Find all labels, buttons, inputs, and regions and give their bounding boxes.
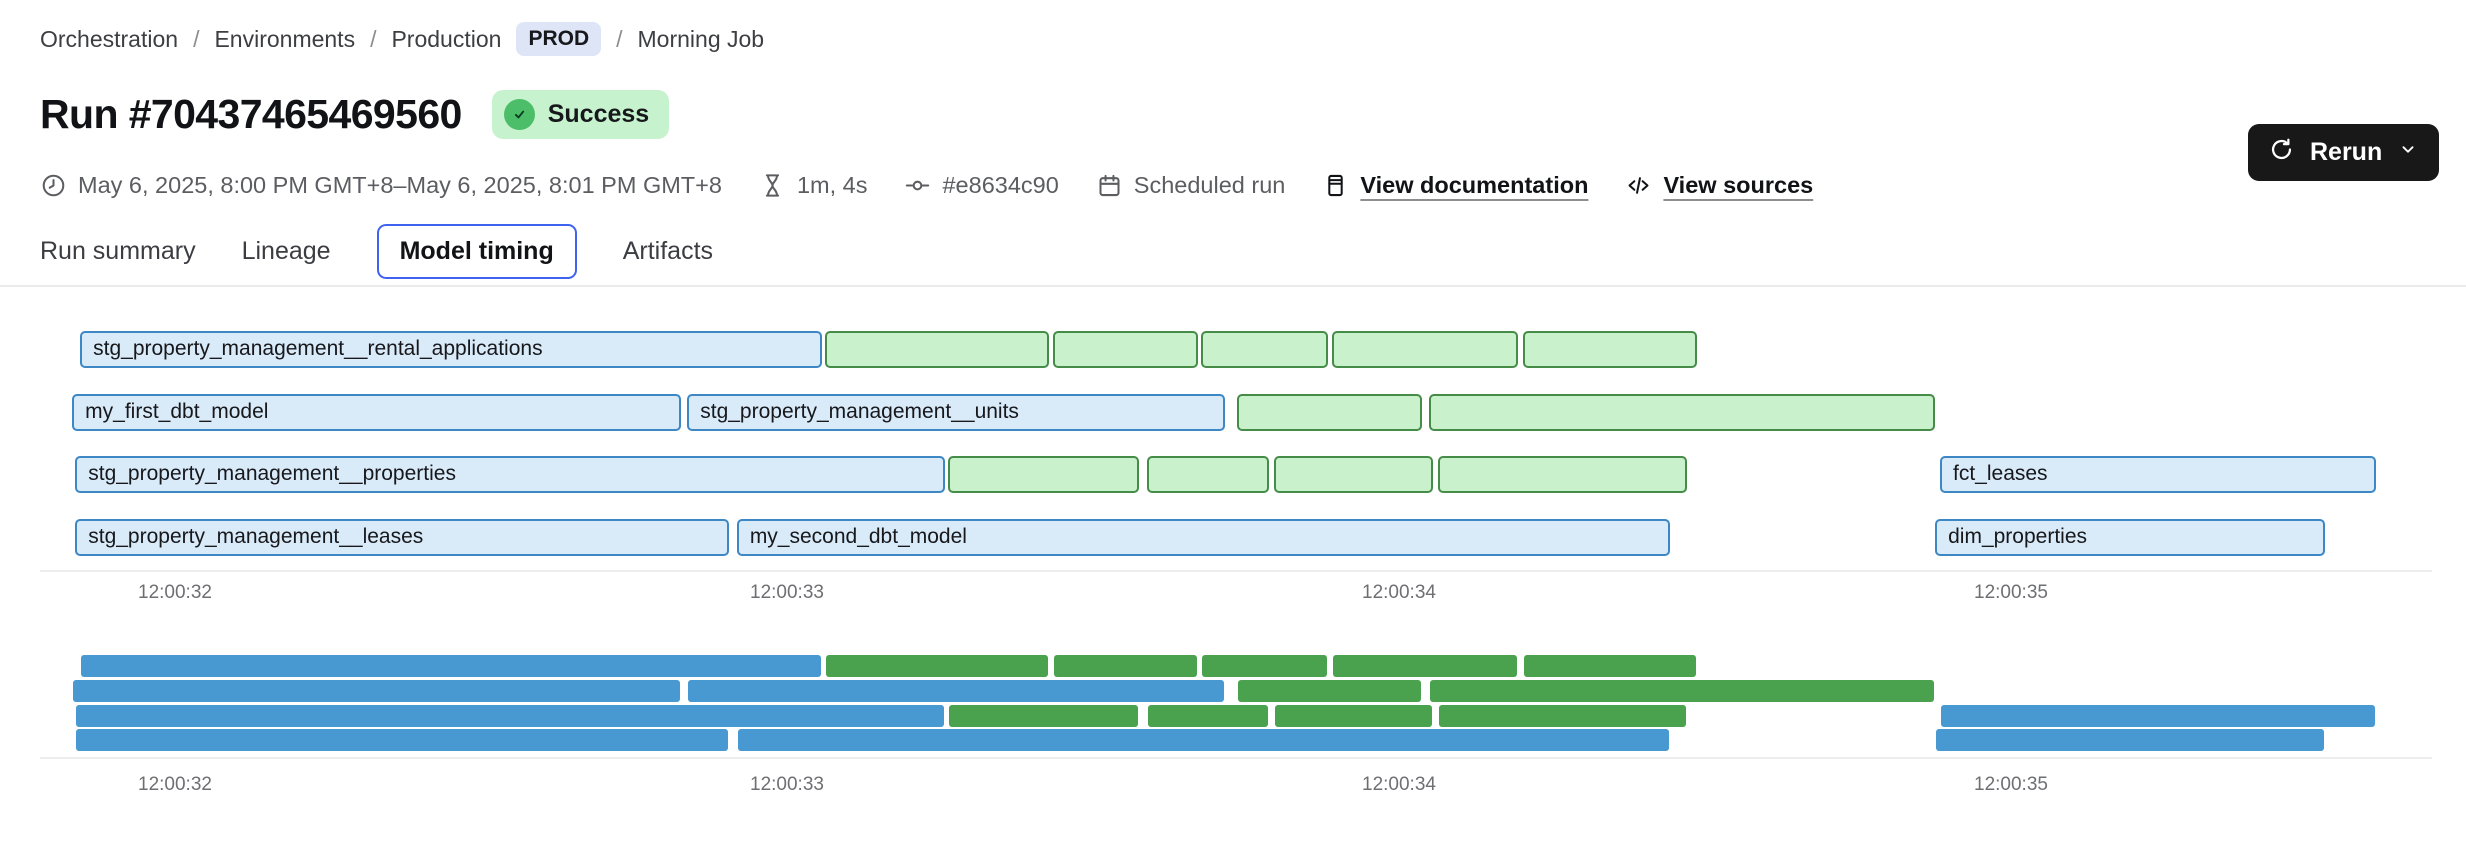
gantt-bar-my-second-dbt-model[interactable]: my_second_dbt_model	[736, 518, 1671, 556]
rerun-button[interactable]: Rerun	[2248, 124, 2440, 181]
gantt-bar[interactable]	[1274, 456, 1434, 493]
minimap-bar[interactable]	[1054, 655, 1198, 677]
run-time-range: May 6, 2025, 8:00 PM GMT+8–May 6, 2025, …	[40, 172, 722, 199]
tab-run-summary[interactable]: Run summary	[40, 236, 196, 265]
axis-tick-label: 12:00:33	[750, 774, 824, 795]
chevron-down-icon[interactable]	[2397, 138, 2419, 167]
minimap-bar[interactable]	[1275, 704, 1433, 727]
minimap-bar[interactable]	[1147, 704, 1269, 727]
gantt-bar-my-first-dbt-model[interactable]: my_first_dbt_model	[72, 393, 682, 431]
axis-tick-label: 12:00:32	[138, 582, 212, 603]
gantt-bar-label: stg_property_management__properties	[88, 462, 456, 485]
gantt-bar-label: dim_properties	[1948, 524, 2088, 548]
minimap-bar[interactable]	[1439, 704, 1687, 727]
breadcrumb-item-environments[interactable]: Environments	[214, 25, 356, 52]
gantt-bar-stg-property-management-units[interactable]: stg_property_management__units	[687, 393, 1226, 431]
view-sources-link[interactable]: View sources	[1625, 172, 1813, 199]
gantt-bar[interactable]	[1053, 331, 1199, 368]
tab-artifacts[interactable]: Artifacts	[622, 236, 714, 265]
minimap-bar[interactable]	[688, 679, 1225, 702]
gantt-bar[interactable]	[824, 331, 1049, 368]
gantt-bar-label: stg_property_management__units	[700, 399, 1019, 423]
gantt-bar-fct-leases[interactable]: fct_leases	[1940, 456, 2377, 493]
minimap-bar[interactable]	[948, 704, 1138, 727]
minimap-bar[interactable]	[1201, 655, 1327, 677]
gantt-axis-line	[40, 570, 2432, 572]
tab-model-timing[interactable]: Model timing	[376, 223, 577, 279]
minimap-bar[interactable]	[1429, 679, 1935, 702]
gantt-bar-stg-property-management-leases[interactable]: stg_property_management__leases	[75, 518, 729, 556]
title-row: Run #70437465469560 Success	[40, 90, 670, 139]
breadcrumb-separator: /	[193, 25, 200, 52]
view-documentation-link-text: View documentation	[1360, 171, 1589, 198]
minimap-bar[interactable]	[737, 729, 1670, 752]
gantt-bar[interactable]	[1331, 331, 1518, 368]
run-duration: 1m, 4s	[759, 171, 868, 199]
breadcrumb: Orchestration / Environments / Production PRO…	[40, 22, 764, 56]
minimap-bar[interactable]	[1332, 655, 1517, 677]
gantt-bar[interactable]	[1523, 331, 1698, 368]
gantt-bar[interactable]	[1428, 393, 1936, 431]
calendar-icon	[1096, 172, 1123, 199]
document-icon	[1322, 172, 1349, 199]
minimap-axis-line	[40, 757, 2432, 759]
view-sources-link-text: View sources	[1663, 171, 1814, 198]
breadcrumb-item-orchestration[interactable]: Orchestration	[40, 25, 179, 52]
gantt-bar[interactable]	[947, 456, 1139, 493]
hourglass-icon	[759, 172, 786, 199]
clock-icon	[40, 172, 67, 199]
trigger-type-text: Scheduled run	[1133, 171, 1286, 198]
environment-badge: PROD	[516, 22, 602, 56]
commit-icon	[904, 172, 931, 199]
commit-hash-text: #e8634c90	[942, 171, 1059, 198]
minimap-bar[interactable]	[1936, 729, 2324, 752]
axis-tick-label: 12:00:33	[750, 582, 824, 603]
minimap-bar[interactable]	[76, 704, 944, 727]
minimap-bar[interactable]	[825, 655, 1048, 677]
breadcrumb-item-morning-job: Morning Job	[637, 25, 765, 52]
axis-tick-label: 12:00:35	[1974, 582, 2048, 603]
success-check-icon	[503, 99, 535, 130]
run-tabs: Run summary Lineage Model timing Artifacts	[40, 220, 713, 282]
gantt-bar-stg-property-management-properties[interactable]: stg_property_management__properties	[75, 456, 945, 493]
gantt-bar-label: stg_property_management__leases	[88, 524, 424, 548]
axis-tick-label: 12:00:32	[138, 774, 212, 795]
gantt-bar-label: stg_property_management__rental_applicat…	[93, 337, 543, 360]
page-title: Run #70437465469560	[40, 91, 462, 137]
gantt-bar-label: fct_leases	[1953, 462, 2048, 485]
axis-tick-label: 12:00:34	[1362, 774, 1436, 795]
axis-tick-label: 12:00:35	[1974, 774, 2048, 795]
status-badge: Success	[491, 90, 670, 139]
status-badge-label: Success	[547, 100, 650, 128]
run-metadata-row: May 6, 2025, 8:00 PM GMT+8–May 6, 2025, …	[40, 166, 1813, 204]
minimap-bar[interactable]	[81, 655, 821, 677]
gantt-bar[interactable]	[1200, 331, 1328, 368]
breadcrumb-item-production[interactable]: Production	[391, 25, 502, 52]
run-duration-text: 1m, 4s	[796, 171, 868, 198]
view-documentation-link[interactable]: View documentation	[1322, 172, 1588, 199]
refresh-icon	[2268, 136, 2295, 170]
minimap-bar[interactable]	[76, 729, 728, 752]
minimap-bar[interactable]	[1524, 655, 1697, 677]
gantt-bar[interactable]	[1146, 456, 1270, 493]
gantt-bar-dim-properties[interactable]: dim_properties	[1935, 518, 2325, 556]
rerun-button-label: Rerun	[2310, 138, 2383, 166]
minimap-bar[interactable]	[1941, 704, 2376, 727]
commit-hash: #e8634c90	[904, 171, 1059, 199]
gantt-bar-label: my_first_dbt_model	[85, 399, 269, 423]
minimap-bar[interactable]	[1237, 679, 1422, 702]
run-time-range-text: May 6, 2025, 8:00 PM GMT+8–May 6, 2025, …	[78, 171, 722, 198]
minimap-bar[interactable]	[73, 679, 681, 702]
gantt-bar-label: my_second_dbt_model	[749, 524, 967, 548]
trigger-type: Scheduled run	[1096, 171, 1286, 199]
tabs-divider	[0, 285, 2466, 287]
tab-lineage[interactable]: Lineage	[241, 236, 331, 265]
breadcrumb-separator: /	[616, 25, 623, 52]
breadcrumb-separator: /	[370, 25, 377, 52]
gantt-bar[interactable]	[1236, 393, 1423, 431]
code-icon	[1625, 172, 1652, 199]
axis-tick-label: 12:00:34	[1362, 582, 1436, 603]
gantt-bar-stg-property-management-rental-applications[interactable]: stg_property_management__rental_applicat…	[80, 331, 822, 368]
gantt-bar[interactable]	[1438, 456, 1688, 493]
